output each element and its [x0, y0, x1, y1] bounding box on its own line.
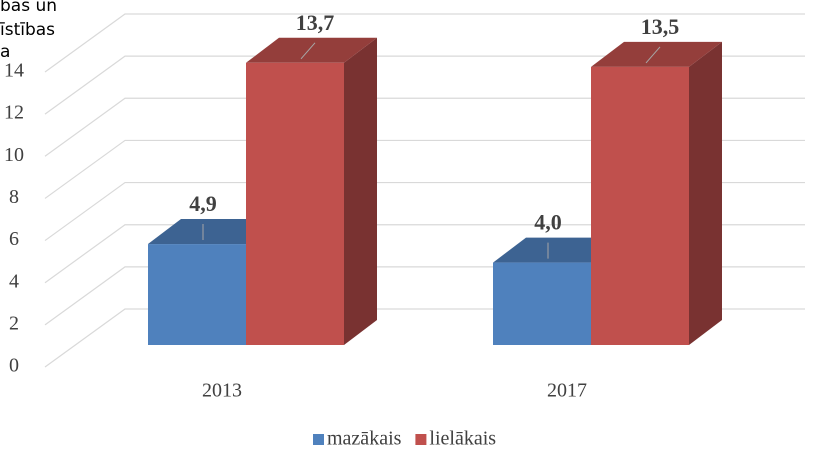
title-line: a	[0, 42, 10, 62]
legend-label: lielākais	[429, 428, 496, 450]
legend-swatch	[415, 434, 427, 445]
y-tick-label: 0	[9, 355, 19, 377]
leader-line	[300, 42, 316, 60]
grid-line	[44, 181, 805, 242]
y-tick-label: 14	[4, 60, 24, 82]
bar-front	[493, 262, 591, 345]
value-label: 4,9	[189, 191, 217, 216]
bar-front	[246, 62, 344, 345]
bar-front	[591, 66, 689, 346]
grid-line	[44, 97, 805, 157]
value-label: 4,0	[534, 210, 562, 235]
bar-side	[344, 37, 377, 345]
y-tick-label: 8	[9, 186, 19, 208]
y-tick-label: 4	[9, 270, 19, 292]
x-tick-label: 2013	[202, 380, 242, 402]
title-line: īstības	[0, 20, 55, 40]
value-label: 13,7	[296, 10, 335, 35]
grid-line	[44, 224, 805, 284]
bar-top	[591, 41, 722, 67]
bar	[591, 41, 722, 346]
legend-label: mazākais	[327, 428, 402, 450]
value-label: 13,5	[641, 14, 680, 39]
legend-swatch	[313, 434, 324, 445]
x-tick-label: 2017	[547, 380, 587, 402]
bar-front	[148, 244, 246, 345]
y-tick-label: 10	[4, 144, 24, 166]
y-tick-label: 6	[9, 228, 19, 250]
bar-top	[246, 37, 377, 63]
y-tick-label: 2	[9, 312, 19, 334]
grid-line	[44, 13, 805, 73]
y-tick-label: 12	[4, 102, 24, 124]
grid-line	[44, 55, 805, 115]
title-line: bas un	[0, 0, 57, 16]
leader-line	[645, 46, 661, 64]
bar-side	[689, 41, 722, 346]
bar	[246, 37, 377, 345]
grid-line	[44, 139, 805, 199]
